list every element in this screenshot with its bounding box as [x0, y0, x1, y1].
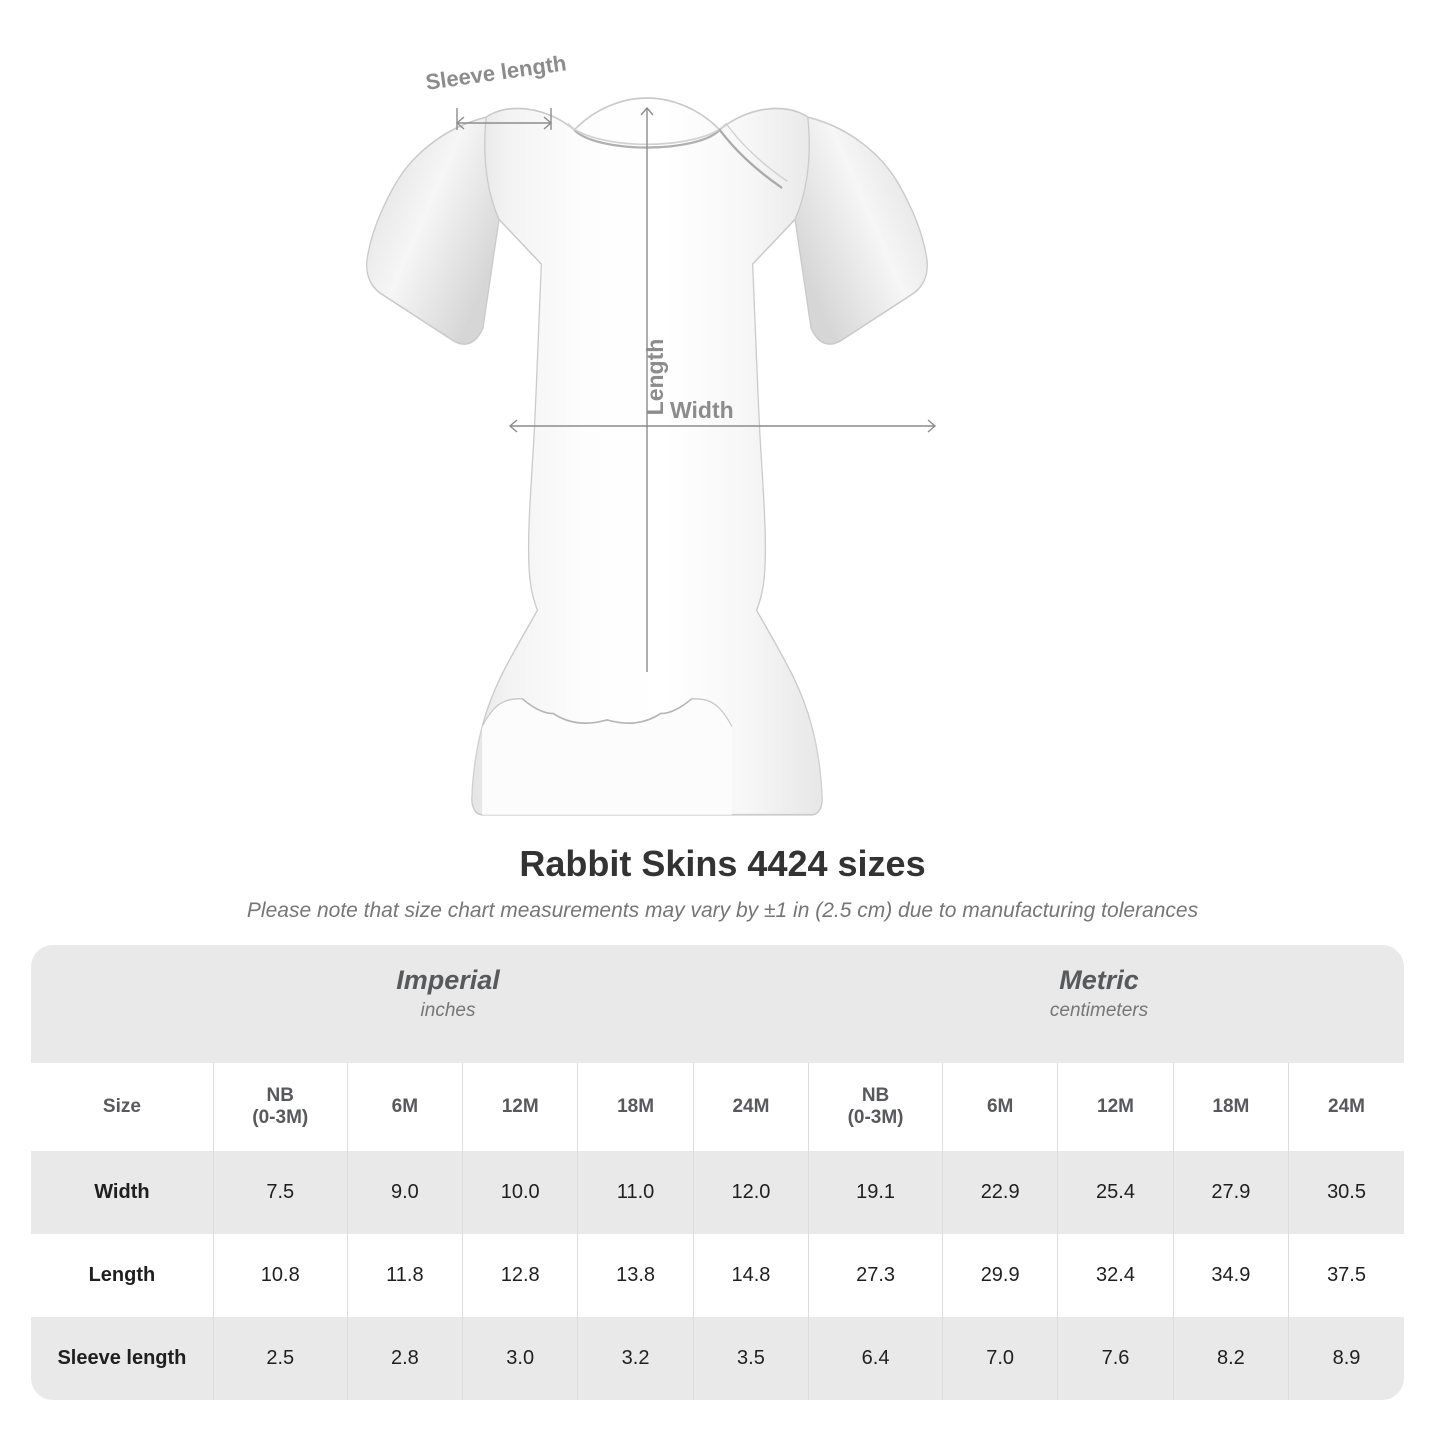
svg-text:Sleeve length: Sleeve length — [424, 50, 568, 94]
svg-text:Width: Width — [670, 397, 734, 423]
svg-text:Length: Length — [642, 339, 668, 416]
